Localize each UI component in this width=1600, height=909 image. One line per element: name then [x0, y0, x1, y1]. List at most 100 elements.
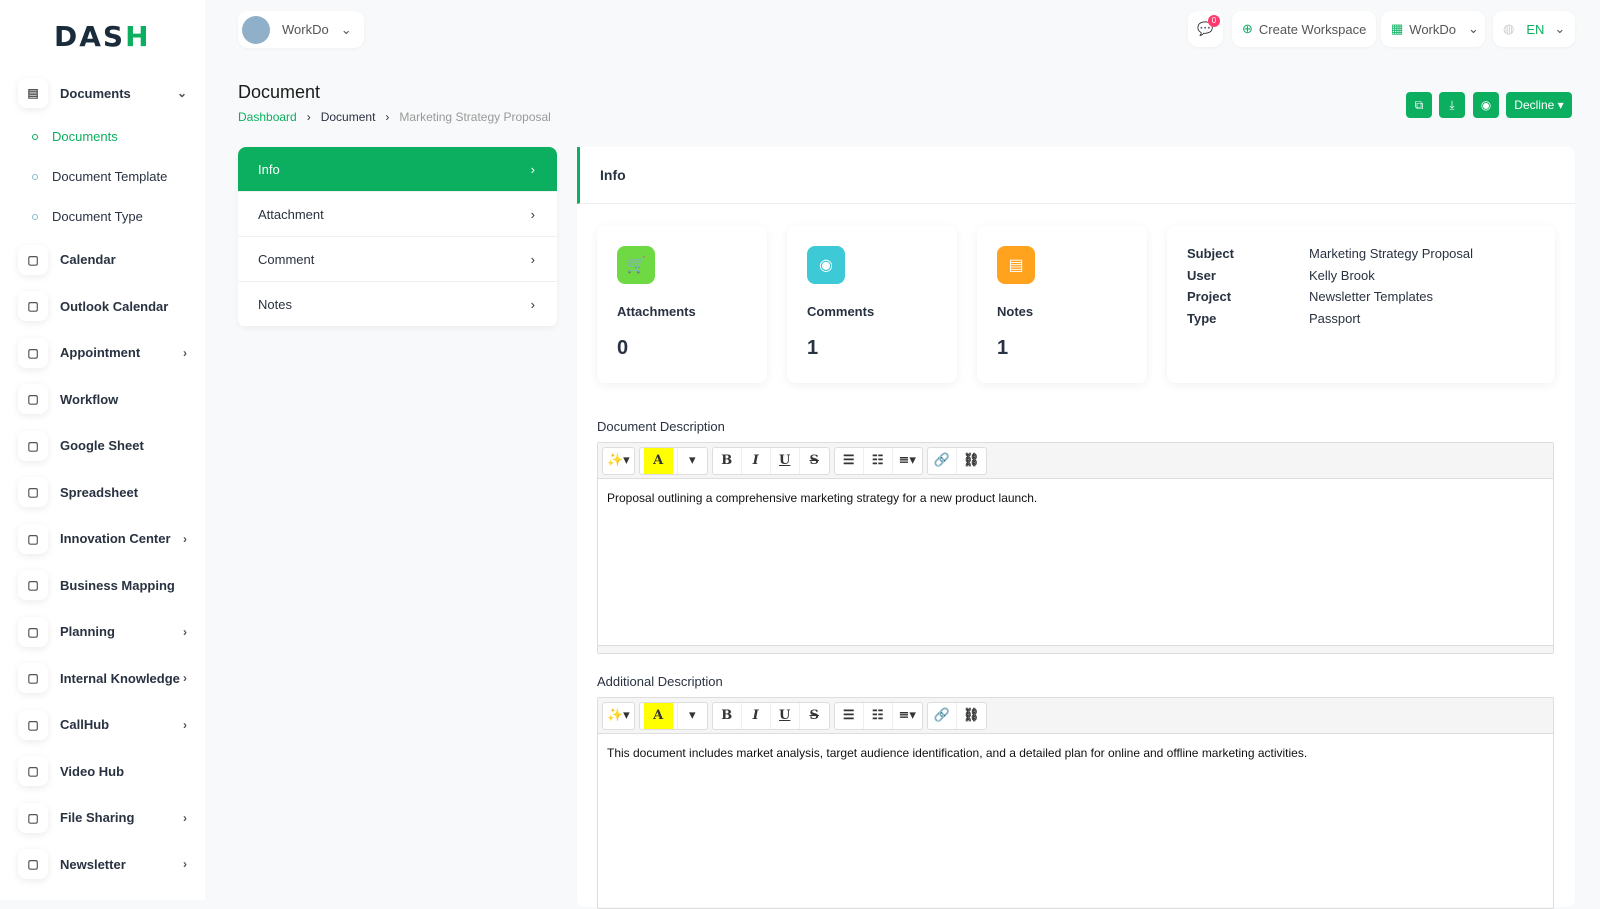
align-icon[interactable]: ≡▾ [898, 453, 916, 468]
eye-icon: ◉ [1480, 98, 1492, 112]
ordered-list-icon[interactable]: ☷ [864, 447, 893, 474]
tab-attachment[interactable]: Attachment › [238, 192, 557, 237]
link-icon[interactable]: 🔗 [928, 702, 957, 729]
chevron-right-icon: › [183, 345, 187, 360]
copy-button[interactable]: ⧉ [1406, 92, 1432, 118]
sidebar-item-video-hub[interactable]: ▢ Video Hub [18, 748, 193, 795]
magic-icon[interactable]: ✨▾ [607, 708, 630, 723]
stat-card-notes: ▤ Notes 1 [977, 226, 1147, 383]
sidebar-item-spreadsheet[interactable]: ▢ Spreadsheet [18, 469, 193, 516]
sidebar: DASH ▤ Documents ⌄ Documents Document Temp… [0, 0, 205, 900]
detail-row: User Kelly Brook [1187, 267, 1375, 283]
details-card: Subject Marketing Strategy Proposal User Ke… [1167, 226, 1555, 383]
sidebar-subitem-document-type[interactable]: Document Type [18, 197, 193, 237]
info-card: Info 🛒 Attachments 0 ◉ Comments 1 ▤ Notes 1 Subj… [577, 147, 1575, 909]
download-button[interactable]: ⤓ [1439, 92, 1465, 118]
additional-description-editor[interactable]: ✨▾ A ▾ B I U S ☰ ☷ ≡▾ 🔗 ⛓ This document includes mar… [597, 697, 1554, 909]
planning-icon: ▢ [18, 616, 48, 647]
chevron-right-icon: › [183, 810, 187, 825]
language-dropdown[interactable]: ◍ EN ⌄ [1493, 11, 1575, 47]
stat-card-comments: ◉ Comments 1 [787, 226, 957, 383]
document-description-text[interactable]: Proposal outlining a comprehensive marke… [607, 491, 1038, 505]
sidebar-item-calendar[interactable]: ▢ Calendar [18, 237, 193, 284]
bullet-list-icon[interactable]: ☰ [835, 447, 864, 474]
sidebar-item-documents[interactable]: ▤ Documents ⌄ [18, 70, 193, 117]
chevron-right-icon: › [530, 251, 535, 267]
sidebar-item-google-sheet[interactable]: ▢ Google Sheet [18, 423, 193, 470]
sidebar-item-file-sharing[interactable]: ▢ File Sharing › [18, 795, 193, 842]
plus-circle-icon: ⊕ [1242, 21, 1253, 36]
ordered-list-icon[interactable]: ☷ [864, 702, 893, 729]
chevron-right-icon: › [530, 206, 535, 222]
strikethrough-icon[interactable]: S [809, 708, 819, 723]
apps-icon: ▦ [1391, 21, 1404, 36]
chevron-right-icon: › [530, 296, 535, 312]
resize-handle[interactable] [598, 645, 1553, 653]
mail-icon: ▢ [18, 849, 48, 880]
sidebar-item-planning[interactable]: ▢ Planning › [18, 609, 193, 656]
detail-row: Subject Marketing Strategy Proposal [1187, 246, 1474, 261]
workspace-selector[interactable]: WorkDo ⌄ [238, 11, 364, 48]
workflow-icon: ▢ [18, 384, 48, 415]
chevron-down-icon: ⌄ [176, 86, 187, 101]
underline-icon[interactable]: U [771, 702, 800, 729]
document-icon: ▤ [18, 78, 48, 109]
link-icon[interactable]: 🔗 [928, 447, 957, 474]
sidebar-item-innovation-center[interactable]: ▢ Innovation Center › [18, 516, 193, 563]
sidebar-item-newsletter[interactable]: ▢ Newsletter › [18, 841, 193, 888]
italic-icon[interactable]: I [742, 447, 771, 474]
breadcrumb-dashboard[interactable]: Dashboard [238, 110, 297, 124]
bold-icon[interactable]: B [713, 702, 742, 729]
sidebar-subitem-documents[interactable]: Documents [18, 117, 193, 157]
additional-description-text[interactable]: This document includes market analysis, … [607, 746, 1308, 760]
strikethrough-icon[interactable]: S [809, 453, 819, 468]
sidebar-item-business-mapping[interactable]: ▢ Business Mapping [18, 562, 193, 609]
underline-icon[interactable]: U [771, 447, 800, 474]
magic-icon[interactable]: ✨▾ [607, 453, 630, 468]
note-icon: ▤ [997, 246, 1035, 284]
breadcrumb-document[interactable]: Document [320, 110, 376, 124]
unlink-icon[interactable]: ⛓ [962, 708, 980, 723]
user-workspace-dropdown[interactable]: ▦ WorkDo ⌄ [1381, 11, 1485, 47]
document-description-label: Document Description [597, 419, 725, 434]
decline-dropdown[interactable]: Decline ▾ [1506, 92, 1572, 118]
phone-icon: ▢ [18, 709, 48, 740]
detail-row: Project Newsletter Templates [1187, 289, 1434, 304]
tab-info[interactable]: Info › [238, 147, 557, 192]
chevron-down-icon: ⌄ [340, 21, 352, 37]
document-description-editor[interactable]: ✨▾ A ▾ B I U S ☰ ☷ ≡▾ 🔗 ⛓ Proposal outlining a compr… [597, 442, 1554, 654]
unlink-icon[interactable]: ⛓ [962, 453, 980, 468]
create-workspace-button[interactable]: ⊕ Create Workspace [1232, 11, 1377, 47]
highlight-icon[interactable]: A [640, 702, 678, 729]
chevron-down-icon: ⌄ [1554, 21, 1566, 36]
sidebar-item-appointment[interactable]: ▢ Appointment › [18, 330, 193, 377]
tab-notes[interactable]: Notes › [238, 282, 557, 327]
chevron-right-icon: › [183, 717, 187, 732]
bulb-icon: ▢ [18, 523, 48, 554]
chevron-down-icon: ⌄ [1468, 21, 1479, 36]
cart-icon: 🛒 [617, 246, 655, 284]
messages-button[interactable]: 💬 0 [1188, 11, 1223, 47]
circle-dashed-icon: ▢ [18, 570, 48, 601]
preview-button[interactable]: ◉ [1473, 92, 1499, 118]
italic-icon[interactable]: I [742, 702, 771, 729]
color-dropdown-icon[interactable]: ▾ [688, 708, 696, 723]
bold-icon[interactable]: B [713, 447, 742, 474]
sidebar-item-workflow[interactable]: ▢ Workflow [18, 376, 193, 423]
tab-comment[interactable]: Comment › [238, 237, 557, 282]
page-title: Document [238, 82, 321, 102]
bullet-list-icon[interactable]: ☰ [835, 702, 864, 729]
highlight-icon[interactable]: A [640, 447, 678, 474]
logo[interactable]: DASH [54, 20, 151, 53]
chevron-right-icon: › [183, 671, 187, 686]
align-icon[interactable]: ≡▾ [898, 708, 916, 723]
color-dropdown-icon[interactable]: ▾ [688, 453, 696, 468]
sidebar-item-outlook-calendar[interactable]: ▢ Outlook Calendar [18, 283, 193, 330]
sidebar-item-callhub[interactable]: ▢ CallHub › [18, 702, 193, 749]
chevron-right-icon: › [183, 624, 187, 639]
sidebar-item-internal-knowledge[interactable]: ▢ Internal Knowledge › [18, 655, 193, 702]
additional-description-label: Additional Description [597, 674, 723, 689]
sidebar-subitem-document-template[interactable]: Document Template [18, 157, 193, 197]
document-tabs: Info › Attachment › Comment › Notes › [238, 147, 557, 327]
file-icon: ▢ [18, 477, 48, 508]
